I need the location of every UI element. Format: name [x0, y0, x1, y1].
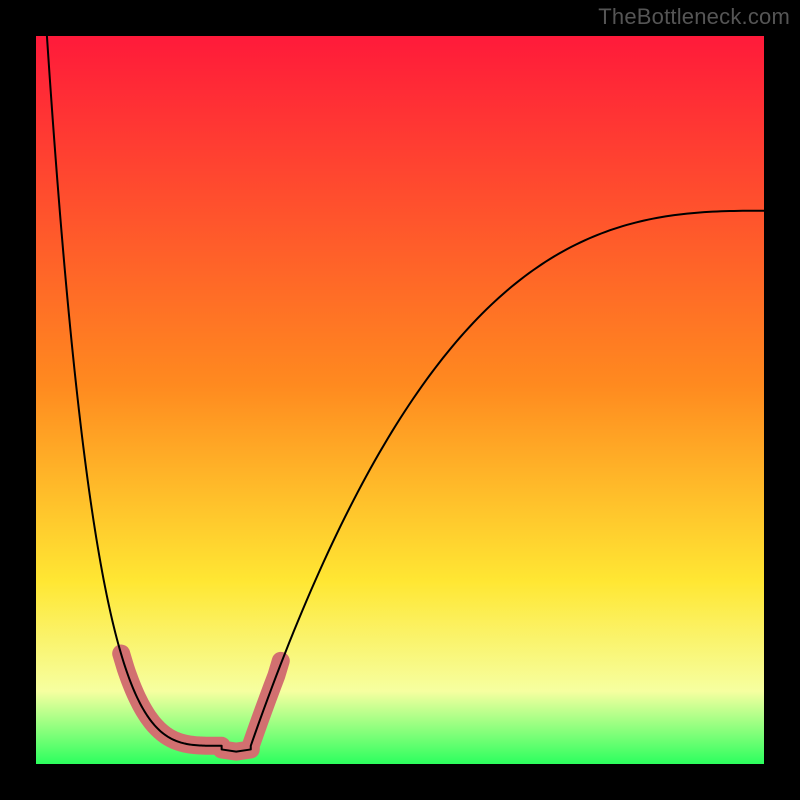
watermark-text: TheBottleneck.com	[598, 4, 790, 30]
chart-plot-area	[36, 36, 764, 764]
chart-highlight-segment	[121, 654, 281, 752]
chart-curve-line	[47, 36, 764, 752]
chart-svg	[36, 36, 764, 764]
